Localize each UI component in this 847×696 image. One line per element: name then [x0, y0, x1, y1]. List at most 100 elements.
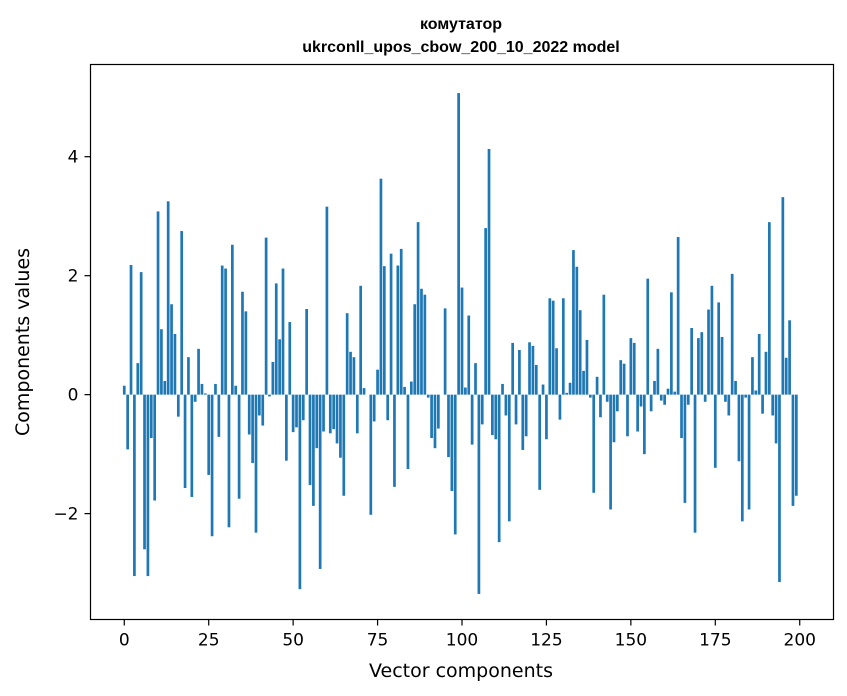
- y-tick-label-0: −2: [53, 505, 78, 525]
- x-tick-label-25: 25: [198, 631, 220, 651]
- bar-33: [234, 385, 238, 395]
- x-tick-label-175: 175: [699, 631, 731, 651]
- bar-112: [501, 383, 504, 395]
- bar-87: [416, 222, 420, 395]
- bar-41: [261, 394, 265, 426]
- bar-189: [761, 394, 764, 414]
- bar-173: [707, 309, 710, 395]
- y-tick-label-3: 4: [68, 148, 79, 168]
- bar-101: [464, 387, 467, 395]
- bar-10: [156, 211, 160, 395]
- bar-155: [646, 278, 650, 395]
- y-axis-ticks: −2 0 2 4: [53, 148, 91, 525]
- bar-78: [386, 394, 390, 421]
- bar-86: [413, 304, 417, 395]
- bar-116: [514, 394, 518, 425]
- bar-97: [450, 394, 454, 492]
- bar-79: [389, 253, 393, 395]
- bar-170: [697, 338, 700, 395]
- bar-129: [558, 394, 562, 420]
- bar-178: [724, 394, 727, 402]
- bar-23: [200, 383, 204, 395]
- bar-151: [632, 342, 636, 395]
- bar-121: [531, 345, 535, 395]
- bar-184: [744, 394, 748, 398]
- bar-66: [345, 313, 349, 395]
- bar-50: [291, 394, 295, 433]
- bar-174: [710, 285, 714, 395]
- bar-185: [747, 394, 751, 510]
- bar-192: [771, 394, 775, 416]
- bar-92: [433, 394, 437, 449]
- bar-130: [561, 298, 565, 395]
- bar-114: [507, 394, 511, 522]
- bar-150: [629, 338, 633, 395]
- bar-9: [153, 394, 157, 501]
- bar-6: [143, 394, 146, 550]
- bar-63: [335, 394, 339, 444]
- x-tick-label-125: 125: [530, 631, 562, 651]
- bar-107: [484, 228, 487, 395]
- bar-68: [352, 357, 356, 395]
- bar-28: [217, 394, 221, 437]
- bar-22: [197, 348, 200, 395]
- bar-135: [578, 310, 582, 395]
- bar-53: [301, 394, 305, 421]
- bar-188: [757, 333, 761, 395]
- bar-34: [237, 394, 241, 499]
- bar-179: [727, 394, 731, 416]
- bar-57: [315, 394, 319, 449]
- bar-143: [605, 394, 609, 402]
- bar-39: [254, 394, 258, 533]
- y-axis-label: Components values: [12, 248, 34, 436]
- x-axis-label: Vector components: [369, 660, 553, 682]
- bar-175: [713, 394, 717, 468]
- bar-181: [734, 380, 737, 395]
- bar-157: [653, 380, 656, 395]
- bar-8: [149, 394, 153, 439]
- bar-26: [210, 394, 214, 537]
- bar-3: [133, 394, 136, 577]
- bar-77: [382, 266, 386, 395]
- bar-64: [339, 394, 342, 458]
- bar-108: [487, 148, 491, 395]
- bar-103: [470, 394, 474, 445]
- bar-0: [122, 385, 126, 395]
- bar-73: [369, 394, 373, 515]
- bar-142: [602, 294, 606, 395]
- bar-18: [183, 394, 187, 489]
- bar-62: [332, 394, 336, 430]
- bar-164: [676, 237, 680, 395]
- bar-2: [129, 264, 133, 395]
- bar-124: [541, 384, 545, 395]
- bar-160: [663, 394, 666, 405]
- x-tick-label-50: 50: [282, 631, 304, 651]
- bar-38: [251, 394, 254, 464]
- chart-title-line2: ukrconll_upos_cbow_200_10_2022 model: [302, 39, 619, 56]
- x-tick-label-75: 75: [367, 631, 389, 651]
- bar-141: [599, 394, 602, 418]
- bar-55: [308, 394, 312, 486]
- bar-4: [136, 363, 140, 395]
- bar-180: [730, 273, 734, 395]
- x-tick-label-150: 150: [615, 631, 647, 651]
- bar-100: [460, 287, 464, 395]
- bar-109: [491, 394, 494, 436]
- bar-134: [575, 266, 579, 395]
- bar-99: [457, 93, 460, 395]
- bar-43: [268, 394, 271, 397]
- bar-146: [616, 394, 619, 412]
- bar-90: [426, 394, 430, 398]
- bar-153: [639, 394, 643, 407]
- bar-47: [281, 268, 285, 395]
- bar-111: [497, 394, 501, 543]
- bar-1: [126, 394, 129, 450]
- bar-186: [751, 357, 754, 395]
- bar-154: [643, 394, 646, 455]
- bar-29: [220, 265, 224, 395]
- bar-163: [673, 391, 677, 395]
- bar-11: [160, 329, 163, 395]
- bar-102: [467, 315, 471, 395]
- bar-76: [379, 178, 383, 395]
